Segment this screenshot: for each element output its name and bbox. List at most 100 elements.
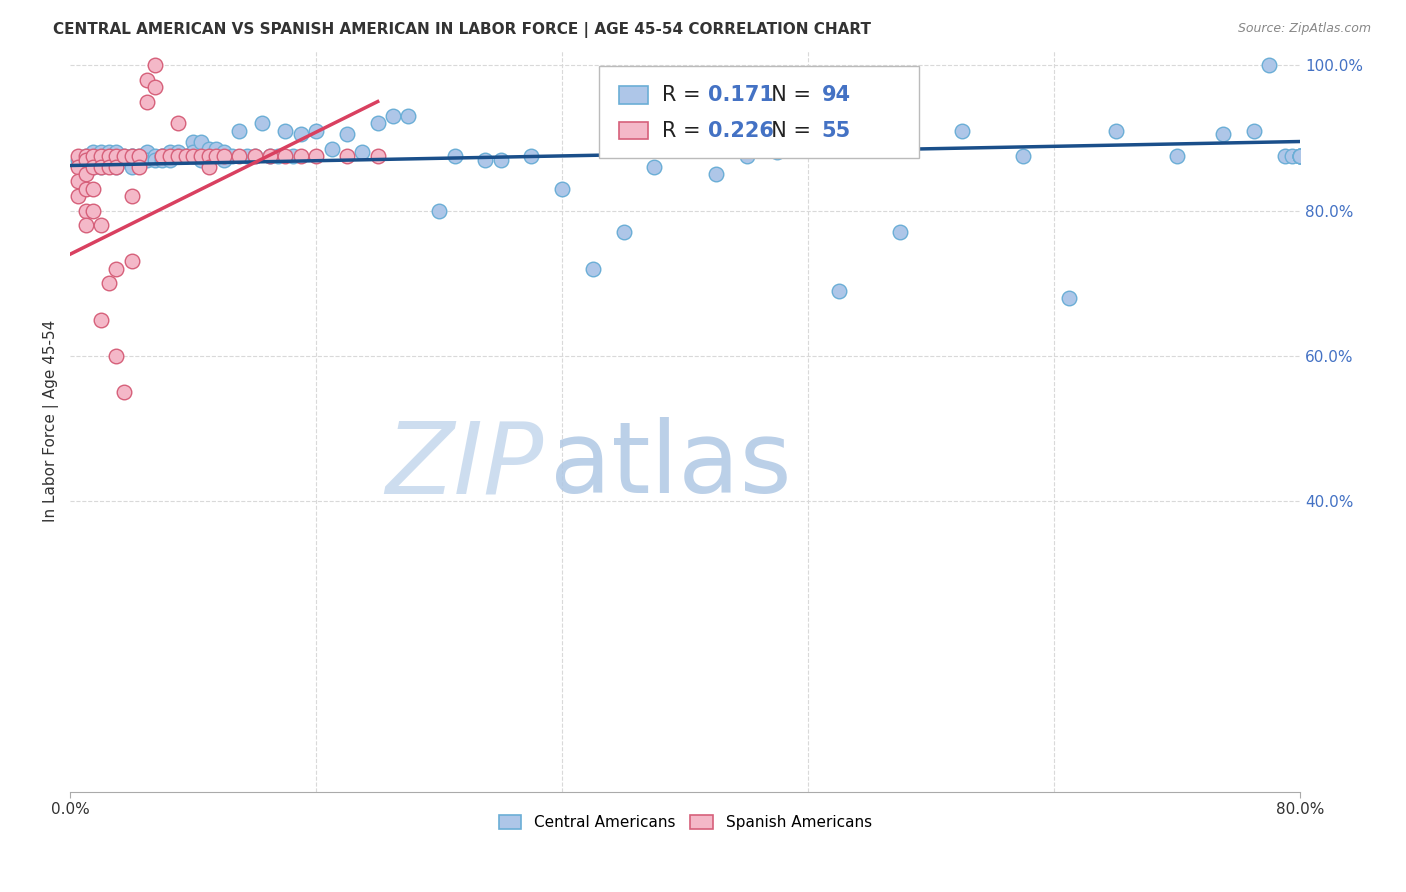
- Point: [520, 149, 543, 163]
- Point: [181, 149, 204, 163]
- Text: N =: N =: [758, 120, 817, 141]
- Point: [1166, 149, 1188, 163]
- Point: [90, 149, 112, 163]
- Point: [105, 160, 128, 174]
- Point: [105, 149, 128, 163]
- Point: [228, 123, 250, 137]
- Point: [97, 145, 120, 160]
- Point: [152, 149, 174, 163]
- Point: [166, 116, 188, 130]
- Point: [228, 149, 250, 163]
- Point: [190, 135, 212, 149]
- Text: R =: R =: [662, 120, 707, 141]
- Point: [121, 189, 143, 203]
- Point: [97, 160, 120, 174]
- Point: [66, 174, 89, 188]
- Point: [143, 149, 166, 163]
- Point: [1289, 149, 1312, 163]
- Text: atlas: atlas: [550, 417, 792, 515]
- Point: [267, 149, 290, 163]
- Point: [105, 153, 128, 167]
- Point: [613, 226, 636, 240]
- Point: [75, 218, 97, 232]
- Point: [305, 149, 328, 163]
- Point: [489, 153, 512, 167]
- Point: [673, 123, 696, 137]
- Point: [181, 145, 204, 160]
- Point: [197, 160, 219, 174]
- Point: [75, 153, 97, 167]
- Point: [90, 153, 112, 167]
- Point: [75, 149, 97, 163]
- Point: [190, 149, 212, 163]
- Point: [321, 142, 343, 156]
- Point: [212, 149, 235, 163]
- Point: [290, 128, 312, 142]
- Point: [152, 149, 174, 163]
- Point: [828, 284, 851, 298]
- Point: [82, 203, 104, 218]
- Text: R =: R =: [662, 85, 707, 104]
- Point: [97, 149, 120, 163]
- Legend: Central Americans, Spanish Americans: Central Americans, Spanish Americans: [492, 809, 877, 836]
- Point: [75, 203, 97, 218]
- Point: [97, 149, 120, 163]
- Point: [66, 160, 89, 174]
- Point: [1104, 123, 1126, 137]
- Point: [305, 123, 328, 137]
- Point: [205, 149, 228, 163]
- Point: [166, 149, 188, 163]
- Point: [82, 182, 104, 196]
- Point: [136, 72, 159, 87]
- Point: [950, 123, 973, 137]
- Point: [128, 149, 150, 163]
- Point: [1059, 291, 1081, 305]
- Point: [75, 149, 97, 163]
- Point: [197, 142, 219, 156]
- Point: [190, 153, 212, 167]
- Point: [889, 226, 911, 240]
- Point: [90, 218, 112, 232]
- Point: [704, 167, 727, 181]
- Point: [766, 145, 789, 160]
- Text: Source: ZipAtlas.com: Source: ZipAtlas.com: [1237, 22, 1371, 36]
- Point: [735, 149, 758, 163]
- Point: [97, 277, 120, 291]
- Text: 55: 55: [821, 120, 851, 141]
- FancyBboxPatch shape: [619, 86, 648, 103]
- Point: [1274, 149, 1296, 163]
- Point: [128, 153, 150, 167]
- Point: [643, 160, 665, 174]
- Point: [290, 149, 312, 163]
- Point: [105, 149, 128, 163]
- Point: [105, 160, 128, 174]
- Point: [427, 203, 450, 218]
- Point: [112, 385, 135, 400]
- Point: [112, 153, 135, 167]
- Point: [159, 145, 181, 160]
- Point: [136, 95, 159, 109]
- Point: [1289, 149, 1312, 163]
- Point: [274, 123, 297, 137]
- Point: [236, 149, 259, 163]
- Point: [152, 149, 174, 163]
- Point: [136, 145, 159, 160]
- Point: [274, 149, 297, 163]
- Point: [367, 149, 389, 163]
- Point: [212, 145, 235, 160]
- Point: [82, 160, 104, 174]
- Point: [97, 156, 120, 170]
- Point: [128, 149, 150, 163]
- Point: [112, 149, 135, 163]
- Y-axis label: In Labor Force | Age 45-54: In Labor Force | Age 45-54: [44, 320, 59, 523]
- Text: 94: 94: [821, 85, 851, 104]
- Point: [551, 182, 574, 196]
- Point: [66, 149, 89, 163]
- Point: [281, 149, 304, 163]
- Point: [121, 254, 143, 268]
- Point: [75, 182, 97, 196]
- Point: [367, 116, 389, 130]
- Point: [352, 145, 374, 160]
- Point: [82, 160, 104, 174]
- Point: [336, 128, 359, 142]
